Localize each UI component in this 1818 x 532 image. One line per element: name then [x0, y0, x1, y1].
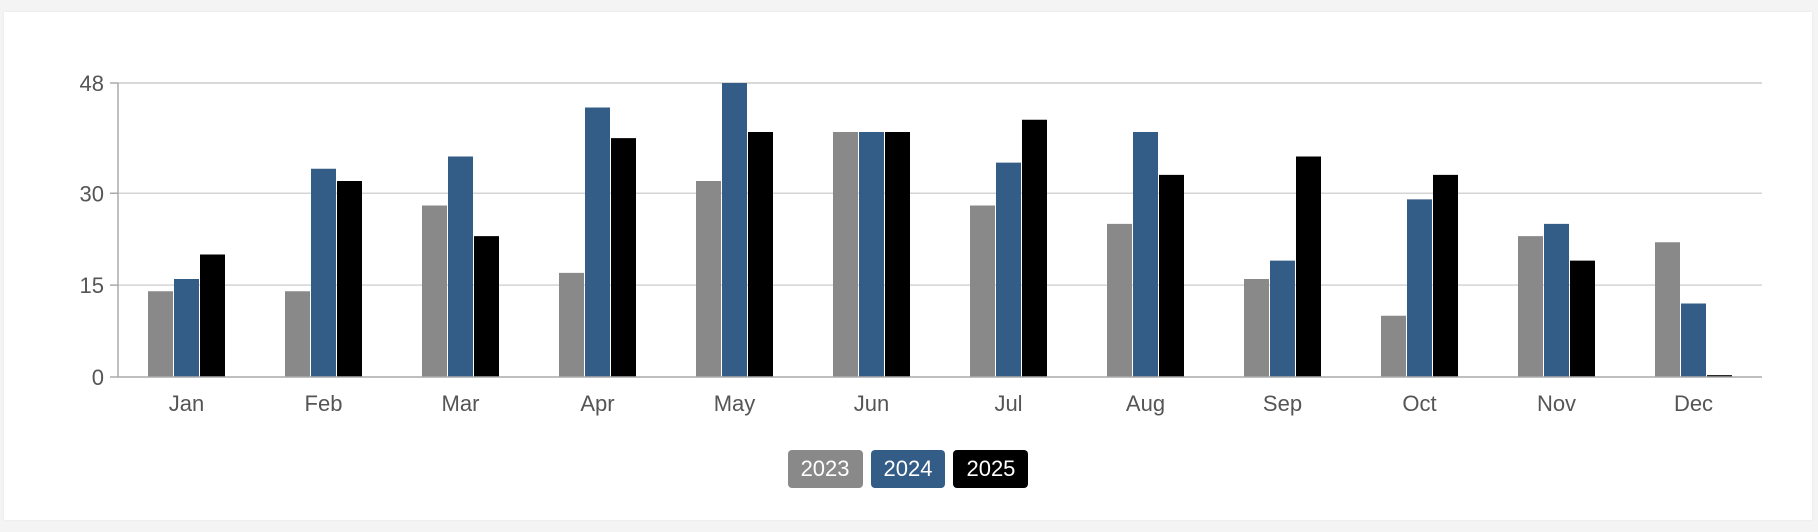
y-tick-labels: 0 15 30 48 [80, 71, 104, 390]
bar-2024-jun[interactable] [859, 132, 884, 377]
x-tick-label-sep: Sep [1263, 391, 1302, 416]
bar-2024-feb[interactable] [311, 168, 336, 377]
x-tick-label-jul: Jul [994, 391, 1022, 416]
bar-2023-may[interactable] [696, 181, 721, 377]
bar-2024-mar[interactable] [448, 156, 473, 378]
bar-2024-apr[interactable] [585, 107, 610, 378]
bar-2023-oct[interactable] [1381, 315, 1406, 377]
bar-2024-aug[interactable] [1133, 132, 1158, 377]
x-tick-labels: Jan Feb Mar Apr May Jun Jul Aug Sep Oct Nov Dec [169, 391, 1713, 416]
y-tick-label: 48 [80, 71, 104, 96]
bar-2023-feb[interactable] [285, 291, 310, 377]
bar-2023-nov[interactable] [1518, 236, 1543, 377]
bar-2025-may[interactable] [748, 132, 773, 377]
bar-2023-apr[interactable] [559, 272, 584, 377]
x-tick-label-feb: Feb [305, 391, 343, 416]
bar-2025-mar[interactable] [474, 236, 499, 377]
legend-item-2025[interactable]: 2025 [953, 450, 1029, 488]
axis-layer [117, 83, 1762, 378]
y-tick-label: 0 [92, 365, 104, 390]
bar-2025-jan[interactable] [200, 254, 225, 378]
bar-2025-aug[interactable] [1159, 174, 1184, 377]
bar-2023-mar[interactable] [422, 205, 447, 378]
bar-2025-jun[interactable] [885, 132, 910, 377]
x-tick-label-apr: Apr [580, 391, 614, 416]
bar-2023-jun[interactable] [833, 132, 858, 377]
bar-2024-dec[interactable] [1681, 303, 1706, 378]
bar-2025-dec[interactable] [1707, 375, 1732, 377]
x-tick-label-mar: Mar [442, 391, 480, 416]
legend-item-2024[interactable]: 2024 [870, 450, 946, 488]
x-tick-label-jan: Jan [169, 391, 204, 416]
x-tick-label-oct: Oct [1402, 391, 1436, 416]
x-tick-label-nov: Nov [1537, 391, 1576, 416]
bar-2023-jan[interactable] [148, 291, 173, 377]
x-tick-label-jun: Jun [854, 391, 889, 416]
bar-2023-dec[interactable] [1655, 242, 1680, 377]
chart-card: 0 15 30 48 Jan Feb Mar Apr May Jun Jul Aug Sep Oct No… [4, 12, 1812, 520]
legend-item-2023[interactable]: 2023 [787, 450, 863, 488]
bar-2024-jan[interactable] [174, 279, 199, 377]
chart-legend: 2023 2024 2025 [4, 450, 1812, 488]
x-tick-label-dec: Dec [1674, 391, 1713, 416]
bar-2025-jul[interactable] [1022, 119, 1047, 377]
bar-2024-oct[interactable] [1407, 199, 1432, 377]
bar-2024-jul[interactable] [996, 162, 1021, 377]
bar-chart: 0 15 30 48 Jan Feb Mar Apr May Jun Jul Aug Sep Oct No… [80, 71, 1762, 416]
x-tick-label-aug: Aug [1126, 391, 1165, 416]
bar-2024-nov[interactable] [1544, 223, 1569, 377]
bars-layer [148, 83, 1732, 377]
bar-2024-may[interactable] [722, 83, 747, 377]
bar-2025-apr[interactable] [611, 138, 636, 377]
grid-layer [110, 82, 1762, 378]
bar-2023-sep[interactable] [1244, 279, 1269, 377]
bar-2025-nov[interactable] [1570, 260, 1595, 377]
bar-2025-oct[interactable] [1433, 174, 1458, 377]
bar-2024-sep[interactable] [1270, 260, 1295, 377]
y-tick-label: 15 [80, 273, 104, 298]
bar-2023-aug[interactable] [1107, 223, 1132, 377]
x-tick-label-may: May [714, 391, 756, 416]
bar-2023-jul[interactable] [970, 205, 995, 378]
bar-2025-feb[interactable] [337, 181, 362, 377]
bar-2025-sep[interactable] [1296, 156, 1321, 378]
y-tick-label: 30 [80, 181, 104, 206]
